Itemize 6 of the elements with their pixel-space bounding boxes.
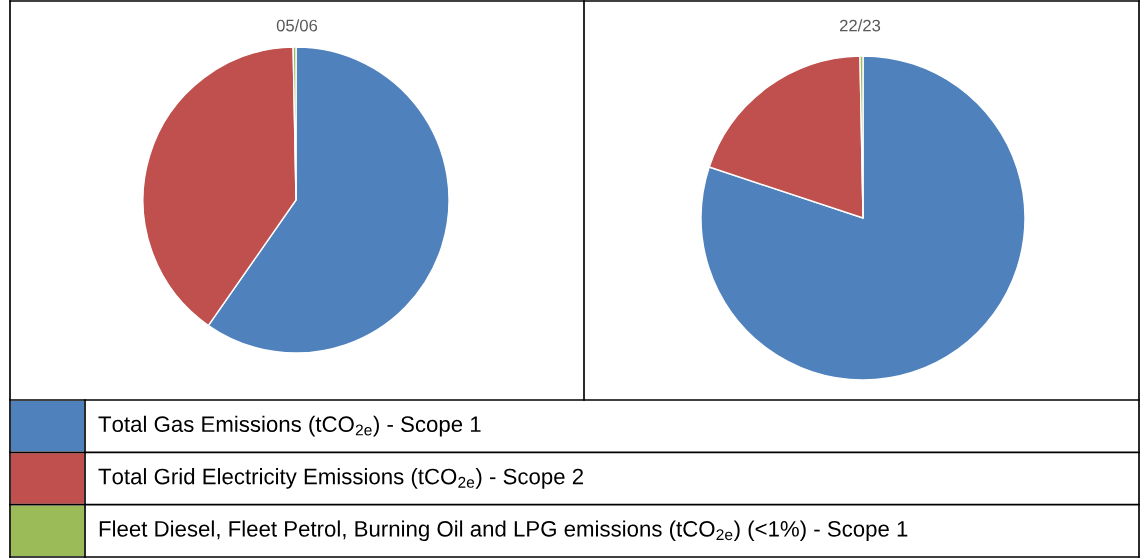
chart-title: 22/23 bbox=[839, 19, 881, 32]
legend-label: Total Grid Electricity Emissions (tCO$_{2e}$) - Scope 2 bbox=[98, 468, 583, 489]
legend-label: Total Gas Emissions (tCO$_{2e}$) - Scope 1 bbox=[98, 415, 481, 437]
chart-title: 05/06 bbox=[276, 19, 318, 32]
legend-label: Fleet Diesel, Fleet Petrol, Burning Oil and LPG emissions (tCO$_{2e}$) (<1%) - Scope 1 bbox=[99, 520, 908, 542]
pie-slice bbox=[700, 55, 1026, 381]
